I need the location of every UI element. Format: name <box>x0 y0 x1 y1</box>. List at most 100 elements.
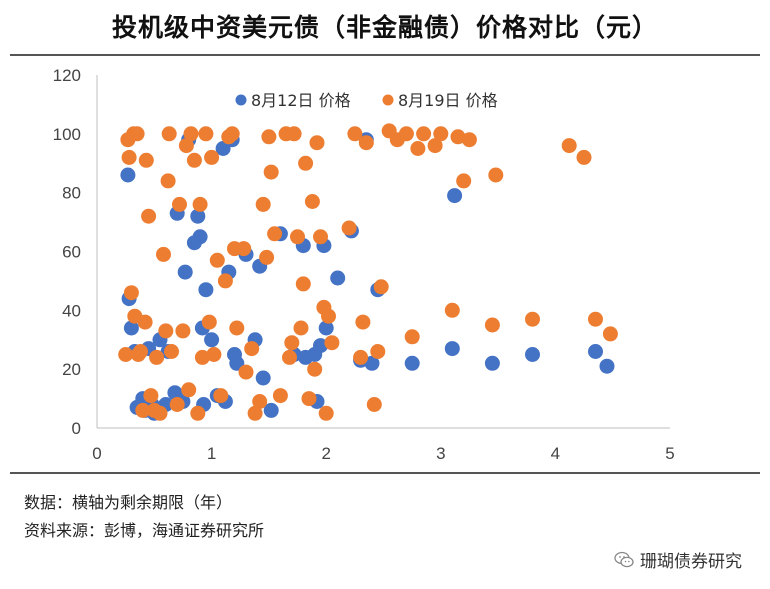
data-point-aug19 <box>259 249 275 265</box>
data-point-aug19 <box>353 349 369 365</box>
data-point-aug19 <box>204 149 220 165</box>
data-point-aug12 <box>255 370 271 386</box>
data-point-aug19 <box>301 391 317 407</box>
data-point-aug19 <box>178 138 194 154</box>
source-note: 资料来源：彭博，海通证券研究所 <box>24 521 265 540</box>
data-point-aug19 <box>307 361 323 377</box>
data-point-aug12 <box>588 344 603 359</box>
data-point-aug19 <box>298 155 314 171</box>
data-point-aug19 <box>160 173 176 189</box>
y-tick-label: 40 <box>62 301 81 320</box>
data-point-aug12 <box>198 282 214 298</box>
data-point-aug19 <box>461 132 477 148</box>
data-point-aug19 <box>293 320 309 336</box>
data-point-aug19 <box>152 405 168 421</box>
y-tick-label: 0 <box>72 419 81 438</box>
data-point-aug19 <box>398 126 414 142</box>
x-tick-label: 1 <box>207 444 216 463</box>
scatter-chart: 0 20 40 60 80 100 120 0 1 2 3 4 5 8月12日 价格 8月19日 价格 <box>53 66 675 463</box>
y-tick-label: 120 <box>53 66 81 85</box>
data-point-aug19 <box>318 405 334 421</box>
y-tick-label: 80 <box>62 184 81 203</box>
series-1-points <box>120 132 615 421</box>
data-point-aug19 <box>158 323 174 339</box>
legend: 8月12日 价格 8月19日 价格 <box>235 91 498 110</box>
data-point-aug19 <box>213 388 229 404</box>
data-point-aug12 <box>330 270 346 286</box>
data-point-aug19 <box>149 349 165 365</box>
x-tick-label: 2 <box>321 444 330 463</box>
data-point-aug19 <box>186 152 202 168</box>
data-point-aug19 <box>433 126 449 142</box>
legend-marker <box>235 94 247 106</box>
data-point-aug19 <box>456 173 472 189</box>
data-point-aug19 <box>484 317 500 333</box>
data-point-aug19 <box>444 302 460 318</box>
data-point-aug19 <box>488 167 504 183</box>
data-point-aug19 <box>561 138 577 154</box>
data-point-aug19 <box>304 194 320 209</box>
data-point-aug19 <box>118 347 134 362</box>
data-point-aug19 <box>135 402 151 418</box>
y-tick-label: 60 <box>62 243 81 262</box>
data-point-aug19 <box>295 276 311 292</box>
data-point-aug19 <box>181 382 197 398</box>
chart-title: 投机级中资美元债（非金融债）价格对比（元） <box>111 13 658 42</box>
data-point-aug19 <box>247 405 263 421</box>
data-point-aug19 <box>156 246 171 262</box>
data-point-aug19 <box>172 196 187 212</box>
data-point-aug19 <box>123 285 139 301</box>
data-point-aug19 <box>366 397 382 412</box>
data-point-aug19 <box>404 329 420 345</box>
x-tick-labels: 0 1 2 3 4 5 <box>92 444 674 463</box>
data-point-aug12 <box>313 338 328 354</box>
axes <box>96 75 670 429</box>
data-point-aug12 <box>364 355 380 371</box>
x-tick-label: 0 <box>92 444 101 463</box>
data-point-aug19 <box>355 314 371 330</box>
legend-marker <box>382 94 394 106</box>
data-point-aug19 <box>324 335 340 351</box>
legend-label: 8月19日 价格 <box>398 91 498 110</box>
data-point-aug12 <box>204 332 220 348</box>
data-point-aug12 <box>123 320 139 336</box>
data-point-aug12 <box>190 208 206 224</box>
data-point-aug19 <box>321 308 336 324</box>
data-point-aug12 <box>525 347 540 362</box>
data-point-aug19 <box>244 341 260 357</box>
y-tick-label: 20 <box>62 360 81 379</box>
data-point-aug19 <box>416 126 432 142</box>
data-point-aug19 <box>143 388 159 404</box>
data-point-aug12 <box>599 358 615 374</box>
y-tick-labels: 0 20 40 60 80 100 120 <box>53 66 81 438</box>
legend-label: 8月12日 价格 <box>251 91 351 110</box>
watermark: 珊瑚债券研究 <box>614 547 742 572</box>
data-point-aug19 <box>255 196 271 212</box>
data-point-aug19 <box>138 152 154 168</box>
series-2-points <box>118 123 618 421</box>
data-point-aug19 <box>236 241 252 257</box>
data-point-aug12 <box>404 355 420 371</box>
data-point-aug12 <box>177 264 193 280</box>
wechat-icon <box>614 551 634 567</box>
data-note: 数据：横轴为剩余期限（年） <box>24 493 233 512</box>
data-point-aug19 <box>229 320 245 336</box>
data-point-aug19 <box>121 149 137 165</box>
data-point-aug19 <box>602 326 618 342</box>
data-point-aug19 <box>217 273 233 289</box>
top-rule <box>10 54 760 56</box>
data-point-aug19 <box>141 208 157 224</box>
data-point-aug19 <box>169 397 185 412</box>
y-tick-label: 100 <box>53 125 81 144</box>
data-point-aug19 <box>183 126 199 142</box>
data-point-aug19 <box>370 344 386 359</box>
data-point-aug19 <box>284 335 300 351</box>
x-tick-label: 3 <box>436 444 445 463</box>
data-point-aug19 <box>272 388 288 404</box>
data-point-aug19 <box>290 229 305 245</box>
x-tick-label: 4 <box>551 444 560 463</box>
data-point-aug19 <box>588 311 603 327</box>
x-tick-label: 5 <box>665 444 674 463</box>
data-point-aug19 <box>209 252 225 268</box>
data-point-aug19 <box>347 126 363 142</box>
